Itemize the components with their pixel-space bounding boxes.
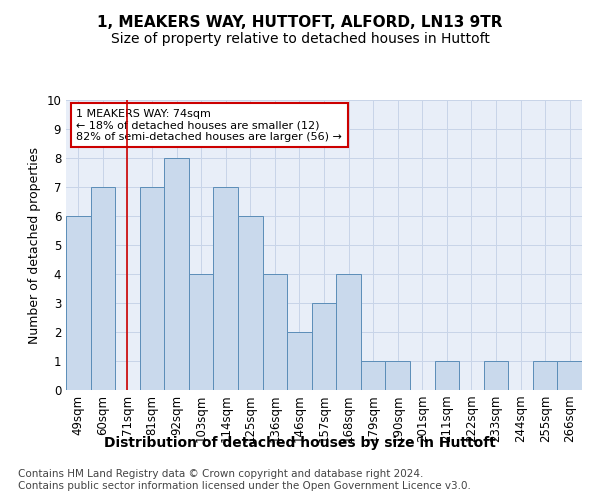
Bar: [164, 158, 189, 390]
Bar: [557, 361, 582, 390]
Bar: [361, 361, 385, 390]
Bar: [287, 332, 312, 390]
Bar: [312, 303, 336, 390]
Bar: [66, 216, 91, 390]
Bar: [484, 361, 508, 390]
Bar: [189, 274, 214, 390]
Bar: [91, 187, 115, 390]
Text: Contains HM Land Registry data © Crown copyright and database right 2024.: Contains HM Land Registry data © Crown c…: [18, 469, 424, 479]
Bar: [336, 274, 361, 390]
Bar: [385, 361, 410, 390]
Bar: [238, 216, 263, 390]
Y-axis label: Number of detached properties: Number of detached properties: [28, 146, 41, 344]
Text: Distribution of detached houses by size in Huttoft: Distribution of detached houses by size …: [104, 436, 496, 450]
Bar: [140, 187, 164, 390]
Text: Size of property relative to detached houses in Huttoft: Size of property relative to detached ho…: [110, 32, 490, 46]
Bar: [533, 361, 557, 390]
Bar: [214, 187, 238, 390]
Text: Contains public sector information licensed under the Open Government Licence v3: Contains public sector information licen…: [18, 481, 471, 491]
Bar: [263, 274, 287, 390]
Text: 1, MEAKERS WAY, HUTTOFT, ALFORD, LN13 9TR: 1, MEAKERS WAY, HUTTOFT, ALFORD, LN13 9T…: [97, 15, 503, 30]
Bar: [434, 361, 459, 390]
Text: 1 MEAKERS WAY: 74sqm
← 18% of detached houses are smaller (12)
82% of semi-detac: 1 MEAKERS WAY: 74sqm ← 18% of detached h…: [76, 108, 342, 142]
